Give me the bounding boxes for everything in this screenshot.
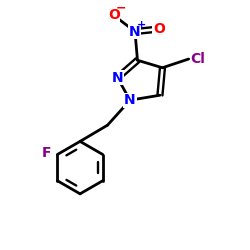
Text: F: F [42, 146, 51, 160]
Text: O: O [153, 22, 165, 36]
Text: O: O [108, 8, 120, 22]
Text: N: N [112, 71, 123, 85]
Text: N: N [124, 93, 136, 107]
Text: Cl: Cl [190, 52, 205, 66]
Text: +: + [137, 20, 146, 30]
Text: −: − [116, 2, 126, 15]
Text: N: N [129, 24, 141, 38]
